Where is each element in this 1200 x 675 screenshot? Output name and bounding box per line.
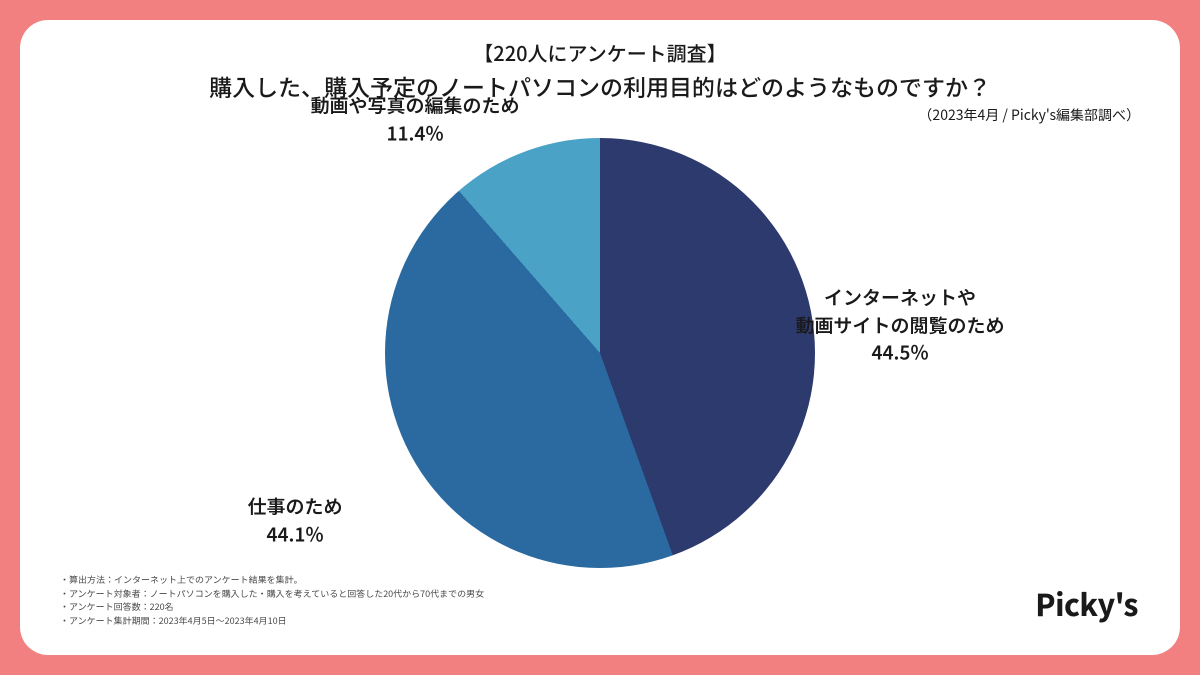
pie-wrap	[385, 138, 815, 568]
title-line1: 【220人にアンケート調査】	[50, 38, 1150, 67]
footnote-line: ・算出方法：インターネット上でのアンケート結果を集計。	[60, 573, 484, 587]
title-line2: 購入した、購入予定のノートパソコンの利用目的はどのようなものですか？	[50, 69, 1150, 103]
pie-chart	[385, 138, 815, 568]
inner-card: 【220人にアンケート調査】 購入した、購入予定のノートパソコンの利用目的はどの…	[20, 20, 1180, 655]
slice-label-editing: 動画や写真の編集のため11.4%	[310, 91, 519, 146]
footnote-line: ・アンケート対象者：ノートパソコンを購入した・購入を考えていると回答した20代か…	[60, 587, 484, 601]
slice-label-internet: インターネットや動画サイトの閲覧のため44.5%	[795, 284, 1004, 367]
slice-label-work: 仕事のため44.1%	[247, 492, 342, 547]
outer-frame: 【220人にアンケート調査】 購入した、購入予定のノートパソコンの利用目的はどの…	[0, 0, 1200, 675]
chart-area	[20, 120, 1180, 585]
footnote-line: ・アンケート回答数：220名	[60, 600, 484, 614]
footnotes: ・算出方法：インターネット上でのアンケート結果を集計。・アンケート対象者：ノート…	[60, 573, 484, 627]
logo-text: Picky's	[1035, 581, 1138, 625]
title-block: 【220人にアンケート調査】 購入した、購入予定のノートパソコンの利用目的はどの…	[50, 38, 1150, 103]
footnote-line: ・アンケート集計期間：2023年4月5日〜2023年4月10日	[60, 614, 484, 628]
